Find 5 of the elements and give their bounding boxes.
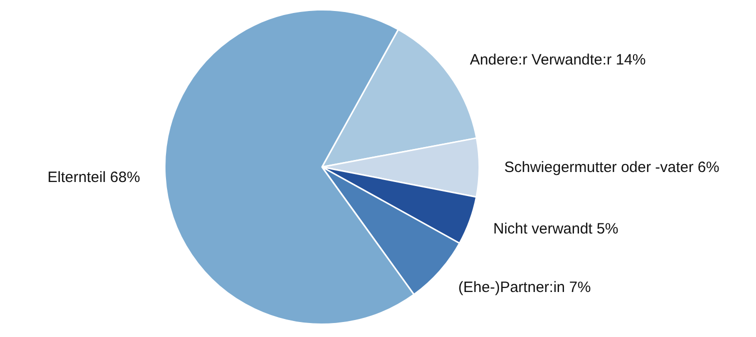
slice-label: Andere:r Verwandte:r 14% [470,52,646,69]
slice-label: Elternteil 68% [48,168,140,186]
slice-label: Nicht verwandt 5% [493,220,618,238]
slice-label: (Ehe-)Partner:in 7% [458,279,591,296]
slice-label: Schwiegermutter oder -vater 6% [504,158,720,176]
